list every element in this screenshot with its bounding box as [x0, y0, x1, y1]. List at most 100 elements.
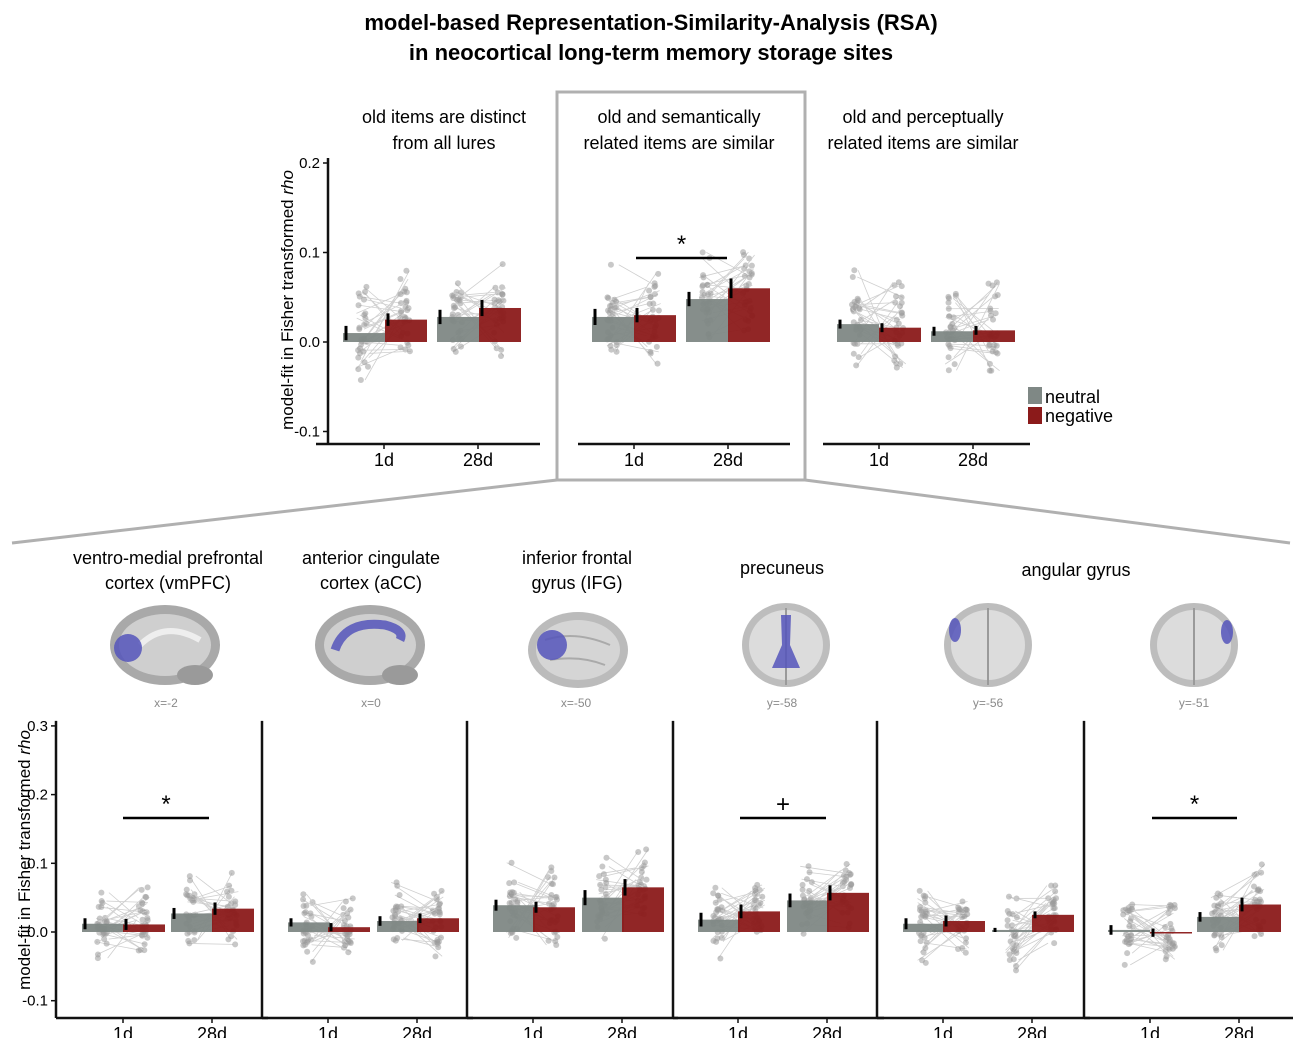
- subject-line: [1127, 928, 1172, 945]
- subject-point: [992, 310, 999, 317]
- bar-negative-1d: [533, 907, 575, 932]
- subject-point: [347, 906, 354, 913]
- subject-point: [455, 311, 462, 318]
- subject-point: [1162, 956, 1169, 963]
- subject-point: [342, 898, 349, 905]
- subject-line: [1005, 901, 1050, 954]
- subject-point: [602, 884, 609, 891]
- bar-neutral-28d: [931, 331, 973, 342]
- subject-point: [1211, 931, 1218, 938]
- subject-point: [851, 267, 858, 274]
- subject-line: [106, 934, 146, 945]
- panel-title-line: old and semantically: [597, 107, 760, 127]
- subject-point: [609, 310, 616, 317]
- subject-point: [1129, 901, 1136, 908]
- subject-line: [608, 857, 646, 883]
- x-tick-label: 28d: [1017, 1024, 1047, 1038]
- subject-point: [710, 890, 717, 897]
- subject-point: [1013, 942, 1020, 949]
- subject-line: [1132, 907, 1176, 938]
- subject-point: [843, 861, 850, 868]
- subject-point: [990, 316, 997, 323]
- x-tick-label: 28d: [812, 1024, 842, 1038]
- subject-point: [143, 894, 150, 901]
- subject-point: [751, 897, 758, 904]
- significance-marker: *: [161, 791, 170, 818]
- y-tick-label: 0.1: [27, 855, 48, 872]
- subject-point: [1051, 940, 1058, 947]
- bar-neutral-28d: [992, 929, 1034, 932]
- subject-point: [949, 320, 956, 327]
- legend: neutral negative: [1028, 387, 1113, 426]
- subject-point: [506, 900, 513, 907]
- subject-point: [646, 300, 653, 307]
- x-tick-label: 28d: [958, 450, 988, 470]
- subject-point: [1257, 888, 1264, 895]
- significance-marker: +: [776, 791, 790, 818]
- subject-point: [1010, 948, 1017, 955]
- subject-line: [602, 851, 638, 904]
- subject-point: [492, 284, 499, 291]
- subject-point: [613, 348, 620, 355]
- subject-line: [362, 300, 408, 324]
- subject-point: [841, 878, 848, 885]
- bar-neutral-28d: [582, 897, 624, 932]
- subject-line: [187, 943, 234, 945]
- subject-line: [518, 882, 551, 896]
- subject-point: [355, 366, 362, 373]
- subject-point: [714, 935, 721, 942]
- subject-point: [499, 291, 506, 298]
- x-tick-label: 28d: [197, 1024, 227, 1038]
- subject-point: [743, 282, 750, 289]
- subject-line: [401, 938, 434, 943]
- subject-point: [1125, 941, 1132, 948]
- subject-line: [956, 283, 1000, 371]
- subject-point: [848, 881, 855, 888]
- bar-neutral-1d: [343, 333, 385, 342]
- subject-point: [98, 889, 105, 896]
- subject-line: [1012, 899, 1051, 952]
- subject-line: [718, 907, 755, 920]
- subject-line: [1008, 896, 1057, 909]
- subject-point: [945, 293, 952, 300]
- y-tick-label: 0.0: [27, 924, 48, 941]
- subject-point: [438, 887, 445, 894]
- subject-point: [718, 934, 725, 941]
- bar-neutral-28d: [377, 921, 419, 932]
- subject-line: [1015, 932, 1049, 971]
- subject-line: [368, 350, 411, 354]
- subject-line: [1012, 885, 1059, 918]
- subject-point: [704, 281, 711, 288]
- subject-point: [513, 934, 520, 941]
- subject-point: [806, 887, 813, 894]
- subject-point: [655, 307, 662, 314]
- slice-coordinate-label: y=-51: [1179, 696, 1210, 710]
- subject-point: [300, 903, 307, 910]
- subject-point: [452, 304, 459, 311]
- subject-point: [759, 893, 766, 900]
- subject-point: [599, 863, 606, 870]
- subject-point: [959, 898, 966, 905]
- subject-point: [707, 290, 714, 297]
- subject-point: [1251, 883, 1258, 890]
- subject-line: [403, 937, 440, 948]
- chart-panel-7: y=-56 1d 28d: [875, 696, 1090, 1038]
- subject-point: [923, 939, 930, 946]
- subject-point: [1053, 895, 1060, 902]
- subject-point: [638, 868, 645, 875]
- lateral-brain-ifg-icon: [528, 612, 628, 688]
- y-axis-label-bottom-italic: rho: [15, 730, 34, 755]
- subject-point: [355, 302, 362, 309]
- subject-point: [103, 940, 110, 947]
- x-tick-label: 1d: [728, 1024, 748, 1038]
- subject-point: [430, 909, 437, 916]
- bar-negative-1d: [328, 927, 370, 932]
- subject-point: [508, 890, 515, 897]
- subject-point: [450, 345, 457, 352]
- subject-line: [400, 904, 438, 912]
- subject-point: [1127, 918, 1134, 925]
- subject-point: [715, 892, 722, 899]
- subject-point: [406, 348, 413, 355]
- x-tick-label: 28d: [713, 450, 743, 470]
